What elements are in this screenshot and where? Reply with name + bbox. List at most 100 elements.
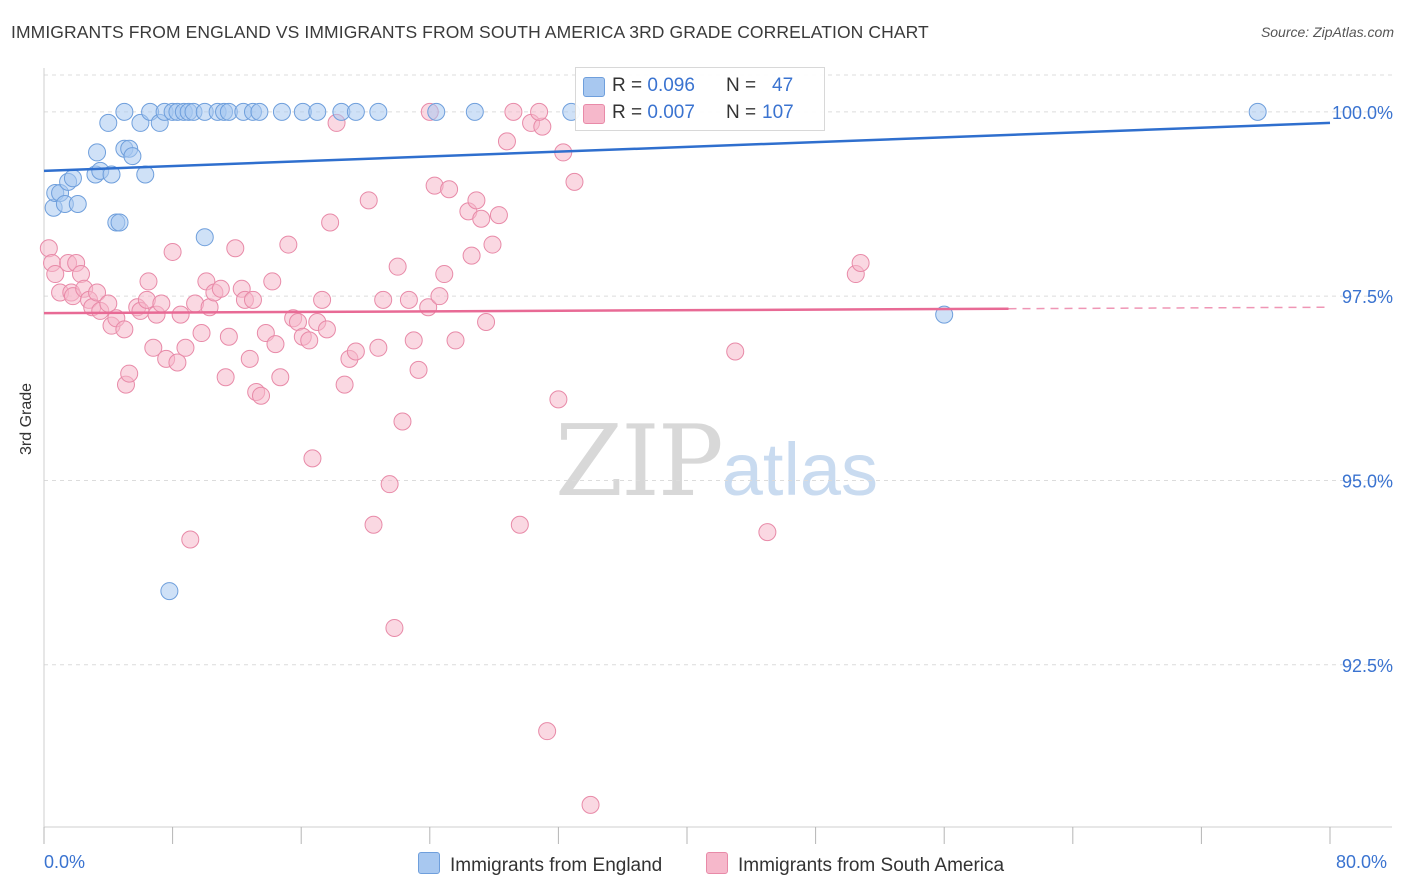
bottom-legend-swatch-south-america xyxy=(706,852,728,874)
data-point xyxy=(346,102,365,121)
data-point xyxy=(538,722,557,741)
data-point xyxy=(171,305,190,324)
data-point xyxy=(465,102,484,121)
data-point xyxy=(99,294,118,313)
data-point xyxy=(388,257,407,276)
bottom-legend-south-america: Immigrants from South America xyxy=(706,852,1004,877)
data-point xyxy=(467,191,486,210)
data-point xyxy=(530,102,549,121)
data-point xyxy=(380,475,399,494)
data-point xyxy=(272,102,291,121)
legend-n-label: N = xyxy=(726,75,757,96)
legend-row-south-america: R = 0.007 N = 107 xyxy=(576,100,824,128)
data-point xyxy=(346,342,365,361)
data-point xyxy=(446,331,465,350)
data-point xyxy=(139,272,158,291)
data-point xyxy=(263,272,282,291)
data-point xyxy=(252,386,271,405)
data-point xyxy=(533,117,552,136)
bottom-legend-swatch-england xyxy=(418,852,440,874)
data-point xyxy=(192,324,211,343)
data-point xyxy=(435,265,454,284)
data-point xyxy=(440,180,459,199)
legend-r-value-south-america: 0.007 xyxy=(647,102,695,123)
data-point xyxy=(88,283,107,302)
data-point xyxy=(279,235,298,254)
data-point xyxy=(369,338,388,357)
chart-title: IMMIGRANTS FROM ENGLAND VS IMMIGRANTS FR… xyxy=(11,22,929,42)
data-point xyxy=(462,246,481,265)
data-point xyxy=(123,147,142,166)
data-point xyxy=(409,360,428,379)
data-point xyxy=(63,169,82,188)
data-point xyxy=(240,349,259,368)
data-point xyxy=(71,265,90,284)
data-point xyxy=(404,331,423,350)
data-point xyxy=(321,213,340,232)
data-point xyxy=(359,191,378,210)
data-point xyxy=(308,102,327,121)
data-point xyxy=(935,305,954,324)
data-point xyxy=(313,290,332,309)
data-point xyxy=(163,242,182,261)
data-point xyxy=(1248,102,1267,121)
data-point xyxy=(115,320,134,339)
axes xyxy=(43,68,1392,844)
data-point xyxy=(102,165,121,184)
y-tick-label: 97.5% xyxy=(1342,287,1393,307)
y-tick-label: 92.5% xyxy=(1342,656,1393,676)
data-point xyxy=(549,390,568,409)
data-point xyxy=(565,172,584,191)
data-point xyxy=(160,582,179,601)
data-point xyxy=(303,449,322,468)
legend-r-value-england: 0.096 xyxy=(647,75,695,96)
data-point xyxy=(581,795,600,814)
data-point xyxy=(68,195,87,214)
legend-row-england: R = 0.096 N = 47 xyxy=(576,73,824,101)
source-label: Source: ZipAtlas.com xyxy=(1260,24,1394,40)
legend-r-label: R = xyxy=(612,102,648,123)
legend-n-label: N = xyxy=(726,102,757,123)
series-south-america xyxy=(39,102,870,814)
legend-n-value-england: 47 xyxy=(772,75,794,96)
trend-lines xyxy=(43,121,1331,315)
legend-n-value-south-america: 107 xyxy=(762,102,794,123)
data-point xyxy=(219,327,238,346)
y-tick-label: 95.0% xyxy=(1342,471,1393,491)
data-point xyxy=(168,353,187,372)
trend-line-south-america xyxy=(43,307,1009,315)
data-point xyxy=(266,335,285,354)
data-point xyxy=(364,515,383,534)
data-point xyxy=(851,254,870,272)
data-point xyxy=(374,290,393,309)
bottom-legend-label-england: Immigrants from England xyxy=(450,855,663,876)
series-england xyxy=(44,102,1267,601)
data-point xyxy=(110,213,129,232)
data-point xyxy=(152,294,171,313)
watermark-zip: ZIP xyxy=(555,405,724,519)
y-axis-title: 3rd Grade xyxy=(18,382,35,455)
data-point xyxy=(317,320,336,339)
data-point xyxy=(115,102,134,121)
data-point xyxy=(472,209,491,228)
data-point xyxy=(88,143,107,162)
data-point xyxy=(335,375,354,394)
data-point xyxy=(497,132,516,151)
data-point xyxy=(427,102,446,121)
stats-legend: R = 0.096 N = 47 R = 0.007 N = 107 xyxy=(575,67,825,131)
data-point xyxy=(226,239,245,258)
data-point xyxy=(385,618,404,637)
trend-line-south-america-extension xyxy=(1008,306,1331,310)
bottom-legend-label-south-america: Immigrants from South America xyxy=(738,855,1005,876)
data-point xyxy=(195,228,214,247)
data-point xyxy=(181,530,200,549)
data-point xyxy=(393,412,412,431)
legend-swatch-england xyxy=(583,77,605,97)
data-point xyxy=(120,364,139,383)
data-point xyxy=(726,342,745,361)
trend-line-england xyxy=(43,121,1331,173)
bottom-legend-england: Immigrants from England xyxy=(418,852,662,877)
data-point xyxy=(176,338,195,357)
data-point xyxy=(510,515,529,534)
